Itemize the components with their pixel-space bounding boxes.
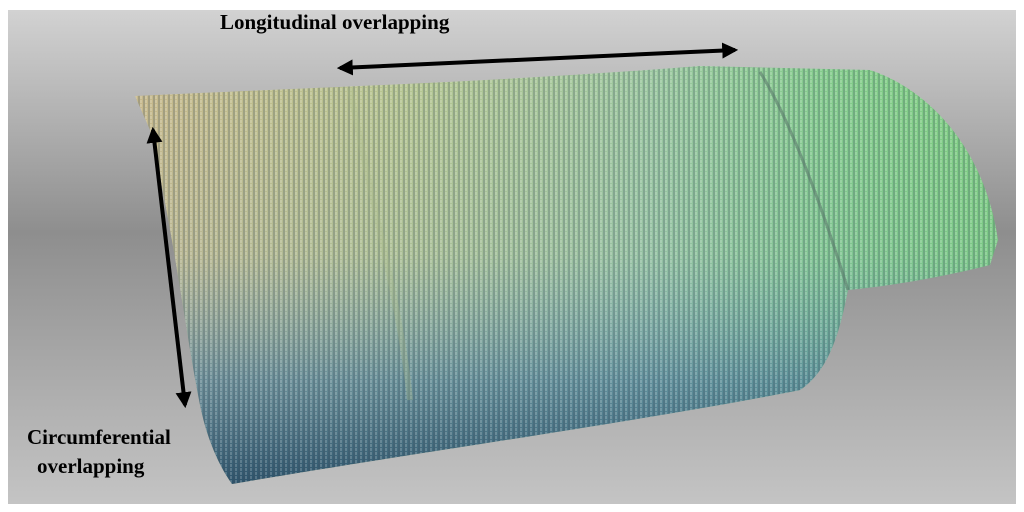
- circumferential-label: Circumferential: [27, 425, 171, 449]
- longitudinal-label: Longitudinal overlapping: [220, 10, 450, 34]
- page: Longitudinal overlapping Circumferential…: [0, 0, 1024, 512]
- figure: Longitudinal overlapping Circumferential…: [0, 0, 1024, 512]
- circumferential-label: overlapping: [37, 454, 145, 478]
